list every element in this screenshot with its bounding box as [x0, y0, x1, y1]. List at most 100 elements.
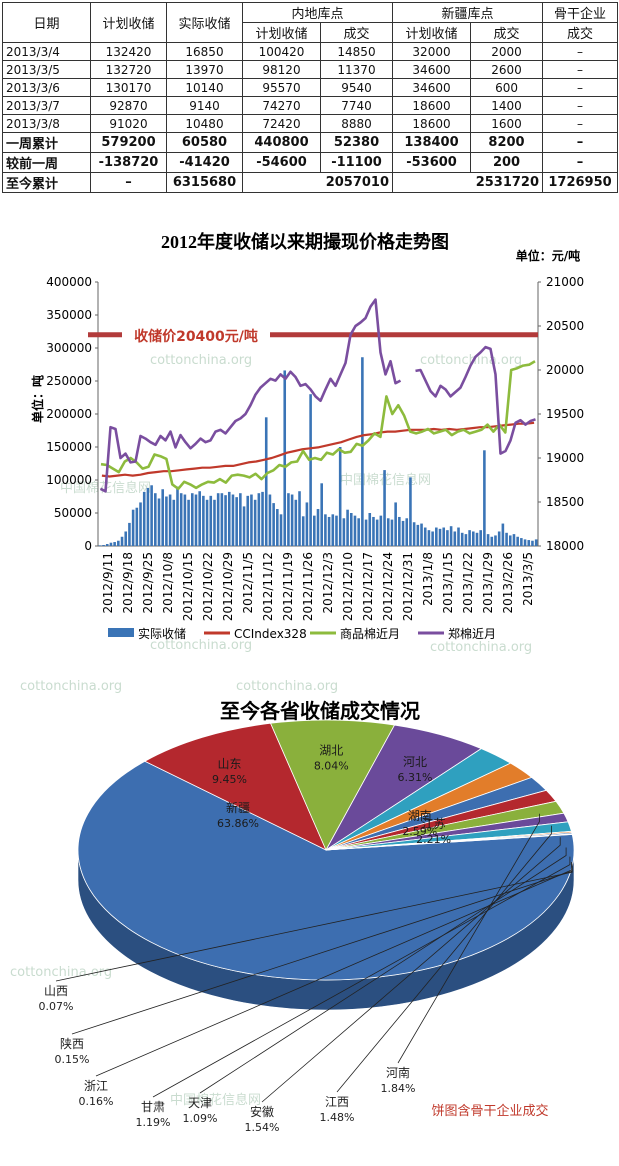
x-tick-label: 2013/3/5 — [521, 552, 535, 606]
watermark-text: cottonchina.org — [430, 640, 532, 655]
leader-line — [261, 837, 561, 1103]
x-tick-label: 2012/12/31 — [401, 552, 415, 621]
pie-label-pct: 2.21% — [416, 833, 451, 846]
bar — [383, 470, 386, 546]
cell: 较前一周 — [2, 152, 91, 173]
bar — [390, 519, 394, 546]
bar — [435, 527, 438, 546]
legend-label: CCIndex328 — [234, 627, 307, 641]
cell: 74270 — [242, 96, 321, 115]
pie-label-name: 安徽 — [250, 1104, 274, 1119]
pie-slice — [325, 833, 573, 851]
bar — [342, 518, 346, 546]
bar — [165, 496, 168, 546]
bar — [520, 538, 523, 546]
bar — [416, 524, 420, 546]
chart-title: 2012年度收储以来期撮现价格走势图 — [161, 231, 449, 252]
bar — [457, 527, 460, 546]
bar — [324, 514, 327, 546]
cell: 10480 — [166, 114, 243, 133]
bar — [172, 499, 176, 546]
bar — [412, 522, 416, 546]
watermark-text: cottonchina.org — [20, 680, 122, 694]
bar — [353, 515, 357, 546]
left-tick-label: 150000 — [46, 440, 92, 454]
cell: – — [90, 172, 167, 193]
bar — [523, 539, 527, 546]
series-line — [99, 298, 536, 493]
bar — [431, 531, 434, 546]
bar — [294, 499, 298, 546]
cell: 34600 — [392, 78, 472, 97]
bar — [176, 486, 179, 546]
bar — [401, 520, 405, 546]
cell: 579200 — [90, 132, 167, 153]
cell: 34600 — [392, 60, 472, 79]
pie-label-name: 陕西 — [60, 1036, 84, 1051]
annotation-bg — [122, 323, 270, 347]
right-tick-label: 20000 — [546, 363, 584, 377]
bar — [250, 494, 253, 546]
bar — [505, 532, 508, 546]
cell: 132720 — [90, 60, 167, 79]
cell: – — [542, 42, 619, 61]
bar — [242, 506, 246, 546]
pie-label-name: 浙江 — [84, 1079, 108, 1093]
x-tick-label: 2013/1/22 — [461, 552, 475, 614]
bar — [205, 499, 209, 546]
bar — [305, 502, 309, 546]
bar — [320, 483, 323, 546]
bar — [161, 489, 164, 546]
x-tick-label: 2012/11/5 — [241, 552, 255, 614]
bar — [449, 526, 453, 546]
x-tick-label: 2012/12/24 — [381, 552, 395, 621]
series-line — [100, 360, 536, 491]
pie-label-name: 江西 — [325, 1095, 349, 1109]
right-tick-label: 20500 — [546, 319, 584, 333]
bar — [490, 536, 494, 546]
bar — [213, 499, 216, 546]
cell: 138400 — [392, 132, 472, 153]
bar — [113, 542, 116, 546]
header-inland-deal: 成交 — [319, 22, 394, 43]
x-tick-label: 2012/10/15 — [181, 552, 195, 621]
pie-label-name: 湖北 — [319, 743, 343, 758]
bar — [272, 503, 275, 546]
legend-label: 商品棉近月 — [340, 626, 400, 641]
bar — [98, 545, 102, 546]
bar — [427, 530, 431, 546]
pie-slice — [77, 760, 575, 981]
cell: 18600 — [392, 114, 472, 133]
bar — [346, 509, 349, 546]
bar — [198, 491, 201, 546]
watermark-text: cottonchina.org — [10, 965, 112, 980]
legend-label: 实际收储 — [138, 626, 186, 641]
bar — [190, 493, 194, 546]
cell: 9140 — [166, 96, 243, 115]
cell: -41420 — [166, 152, 243, 173]
cell: 10140 — [166, 78, 243, 97]
x-tick-label: 2012/10/22 — [201, 552, 215, 621]
bar — [264, 417, 268, 546]
bar — [394, 502, 397, 546]
bar — [298, 491, 301, 546]
header-xinjiang-deal: 成交 — [470, 22, 544, 43]
pie-label-pct: 1.19% — [136, 1116, 171, 1129]
cell: 600 — [470, 78, 544, 97]
bar — [512, 534, 516, 546]
bar — [438, 528, 442, 546]
x-tick-label: 2012/10/8 — [161, 552, 175, 614]
cell: 200 — [470, 152, 544, 173]
bar — [283, 370, 287, 546]
cell: 11370 — [319, 60, 394, 79]
price-trend-chart: cottonchina.org cottonchina.org 中国棉花信息网 … — [30, 231, 584, 655]
watermark-text: cottonchina.org — [420, 353, 522, 368]
cell: 130170 — [90, 78, 167, 97]
cell: 1600 — [470, 114, 544, 133]
cell: – — [542, 152, 619, 173]
left-tick-label: 50000 — [54, 506, 92, 520]
bar — [442, 527, 446, 546]
cell: 32000 — [392, 42, 472, 61]
bar — [168, 494, 172, 546]
bar — [494, 535, 497, 546]
